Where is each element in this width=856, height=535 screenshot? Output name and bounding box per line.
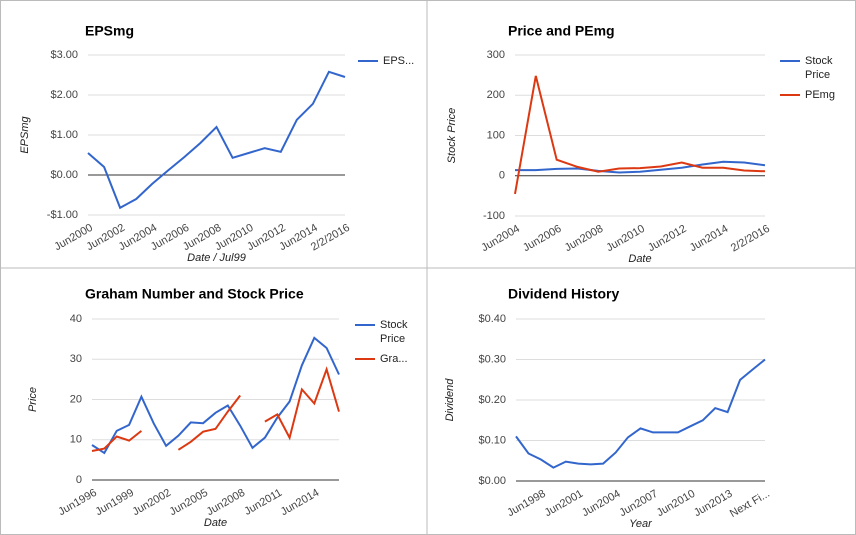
series-line [514, 75, 766, 195]
x-axis-title: Year [629, 518, 653, 530]
legend-label: EPS... [383, 55, 415, 67]
chart-title: Dividend History [508, 286, 619, 302]
y-tick-label: $0.00 [478, 475, 506, 487]
y-tick-label: $3.00 [50, 49, 78, 61]
series-line [91, 336, 340, 455]
y-tick-label: $2.00 [50, 89, 78, 101]
y-tick-label: $1.00 [50, 129, 78, 141]
y-tick-label: $0.00 [50, 169, 78, 181]
y-tick-label: 40 [70, 313, 82, 325]
series-line [91, 366, 340, 452]
legend-entry: EPS... [383, 55, 415, 67]
chart-title: Graham Number and Stock Price [85, 286, 304, 302]
chart-title: EPSmg [85, 23, 134, 39]
series-line [515, 160, 766, 174]
x-axis-title: Date [204, 517, 227, 529]
series-line [515, 358, 766, 469]
x-axis-title: Date [628, 253, 651, 265]
y-tick-label: 0 [499, 170, 505, 182]
y-tick-label: 20 [70, 393, 82, 405]
y-axis-title: Stock Price [446, 108, 458, 164]
y-tick-label: $0.40 [478, 313, 506, 325]
y-tick-label: 10 [70, 434, 82, 446]
legend-label: Gra... [380, 353, 408, 365]
y-tick-label: 200 [487, 89, 505, 101]
x-axis-title: Date / Jul99 [187, 252, 246, 264]
legend-entry: Stock Price [805, 55, 833, 81]
chart-title: Price and PEmg [508, 23, 615, 39]
y-tick-label: -100 [483, 210, 505, 222]
legend-label: Stock Price [805, 55, 833, 81]
legend-label: PEmg [805, 89, 835, 101]
legend-entry: PEmg [805, 89, 835, 101]
legend-entry: Gra... [380, 353, 408, 365]
y-tick-label: -$1.00 [47, 209, 78, 221]
y-axis-title: Dividend [444, 378, 456, 422]
y-tick-label: 300 [487, 49, 505, 61]
y-axis-title: Price [27, 387, 39, 412]
y-tick-label: $0.20 [478, 394, 506, 406]
legend-entry: Stock Price [380, 319, 408, 345]
series-line [87, 70, 346, 210]
y-tick-label: 0 [76, 474, 82, 486]
y-tick-label: $0.30 [478, 353, 506, 365]
legend-label: Stock Price [380, 319, 408, 345]
y-tick-label: 30 [70, 353, 82, 365]
y-tick-label: 100 [487, 129, 505, 141]
y-tick-label: $0.10 [478, 434, 506, 446]
y-axis-title: EPSmg [19, 115, 31, 153]
